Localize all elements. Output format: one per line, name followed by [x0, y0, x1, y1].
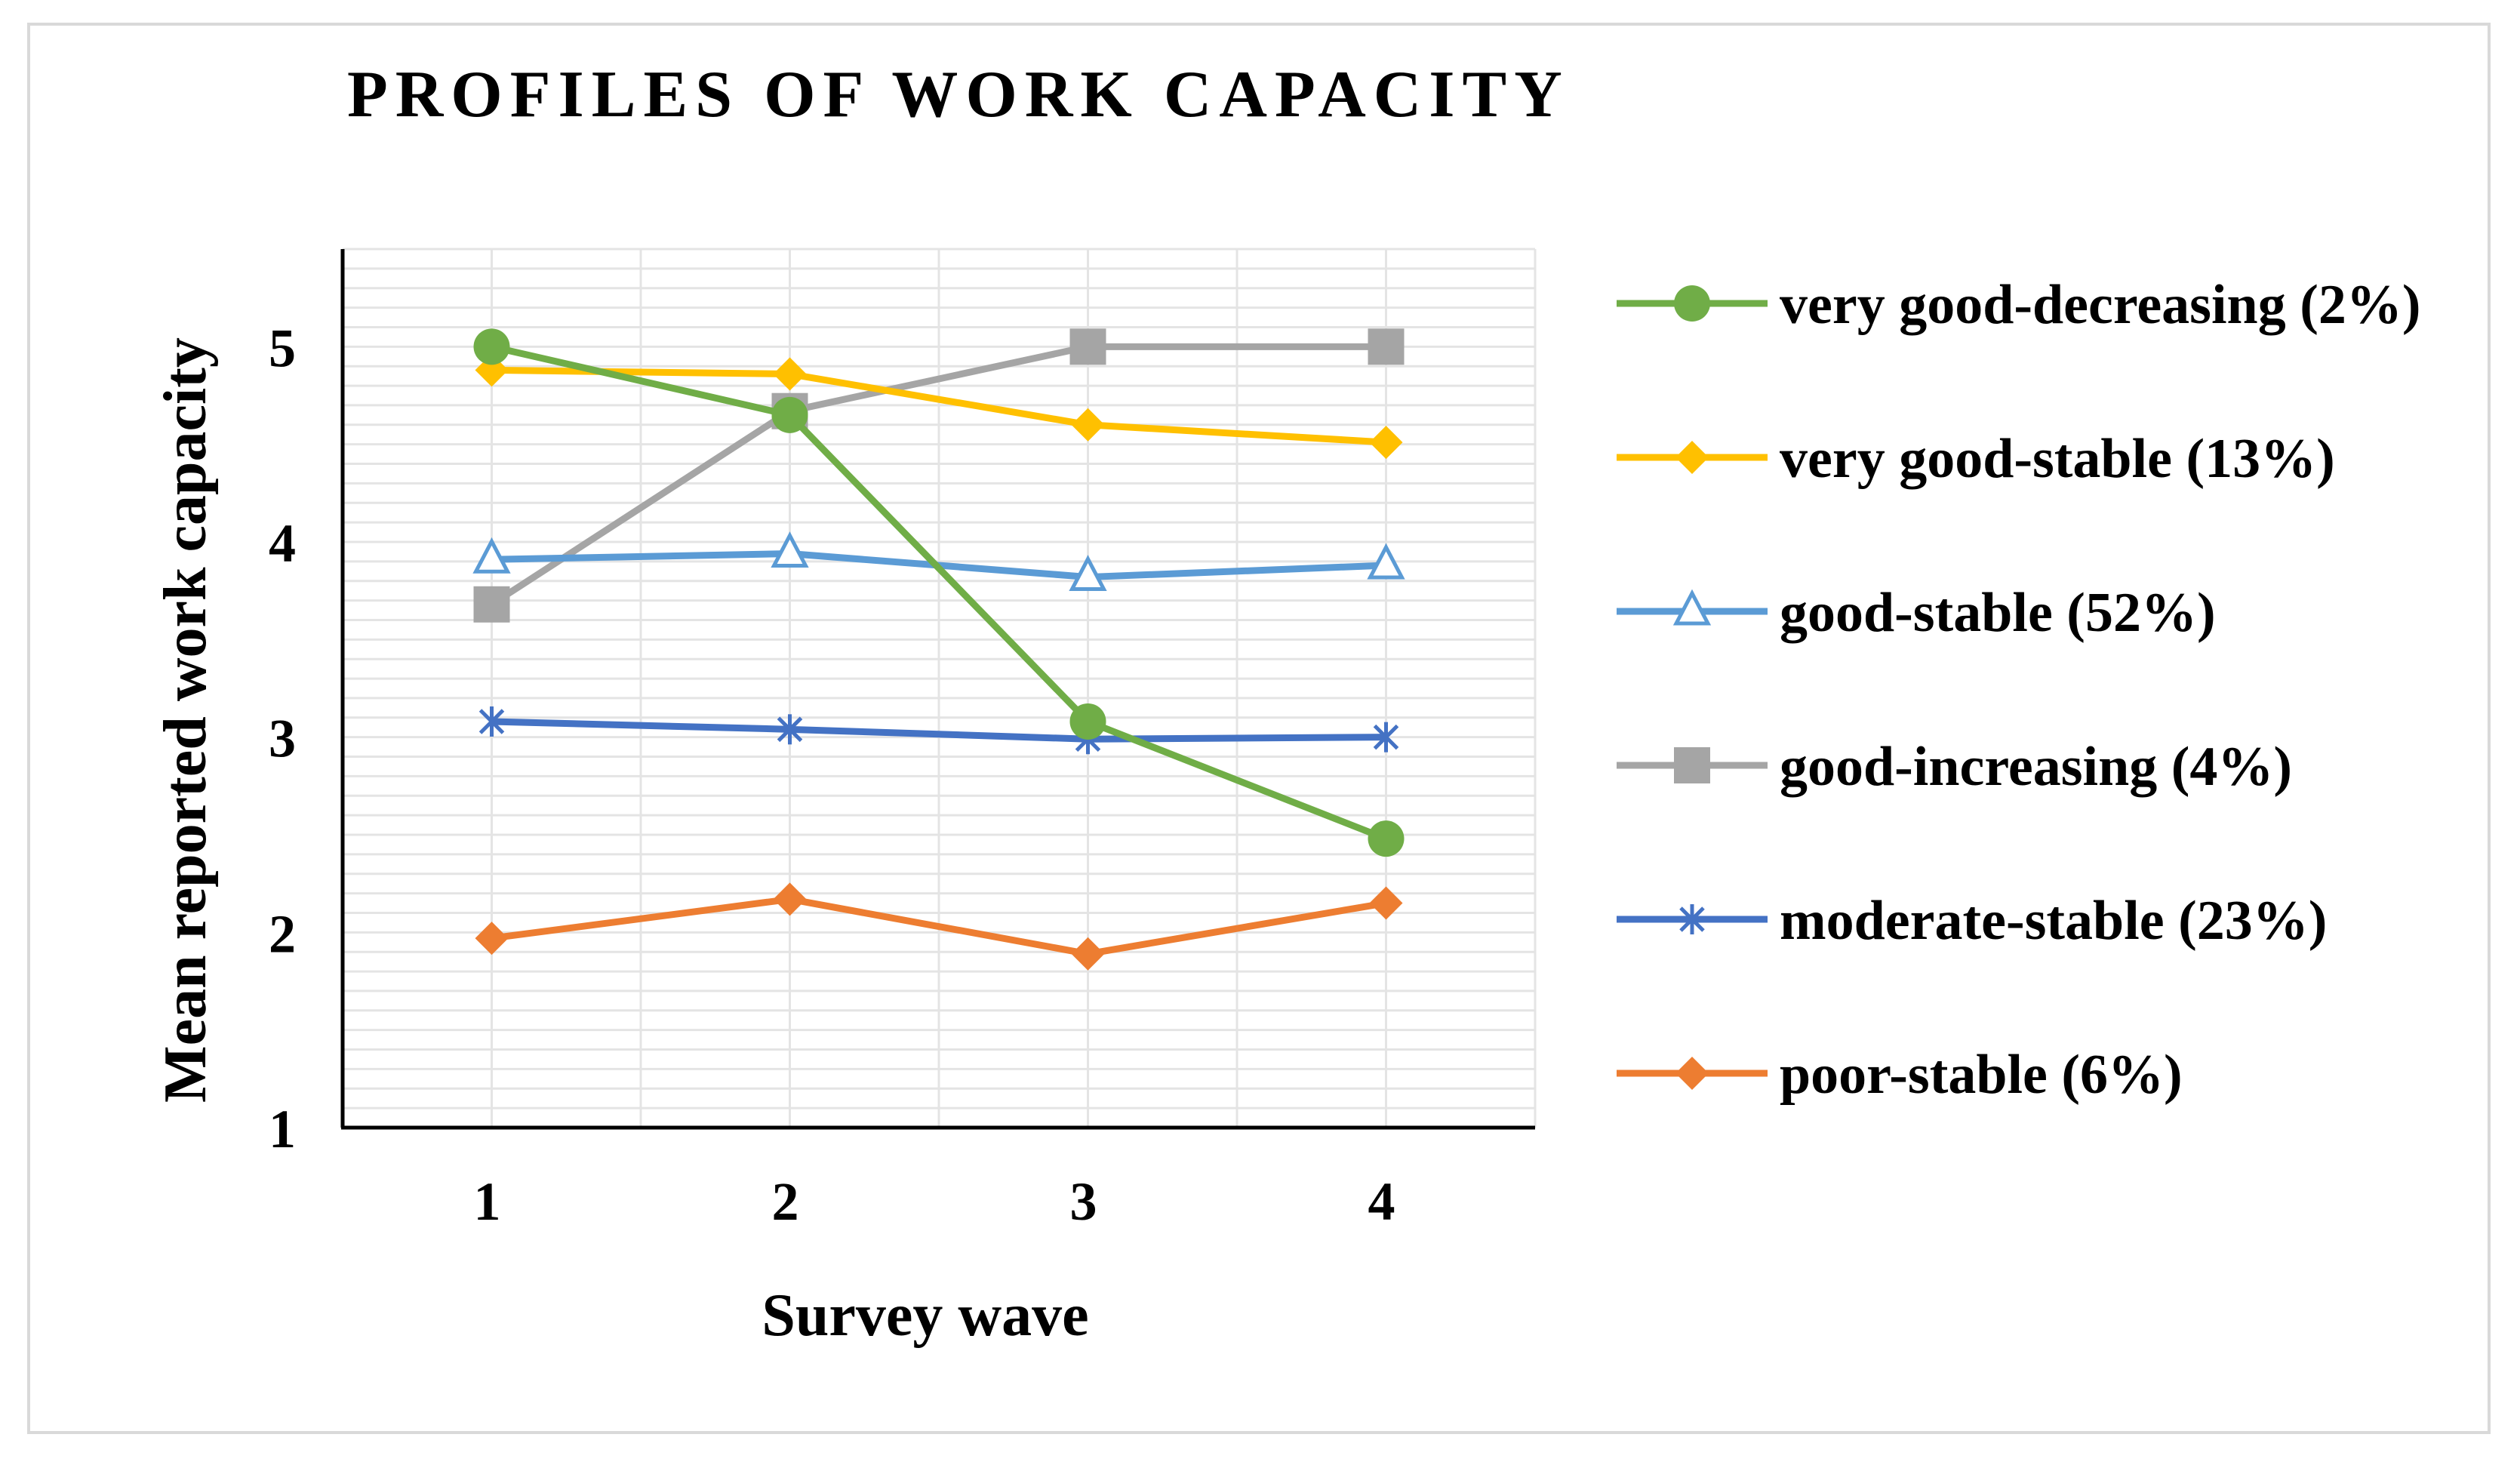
data-point: [773, 357, 807, 391]
axes: 1 2 3 4 5 1 2 3 4: [269, 249, 1535, 1232]
data-point: [1368, 328, 1405, 365]
data-point: [1071, 408, 1105, 442]
legend-item: very good-stable (13%): [1617, 428, 2335, 490]
legend-marker: [1672, 589, 1712, 626]
data-point: [1369, 426, 1403, 460]
x-tick-label: 3: [1070, 1171, 1097, 1232]
x-tick-label: 2: [772, 1171, 799, 1232]
data-point: [1069, 555, 1107, 592]
legend-label: poor-stable (6%): [1780, 1044, 2183, 1106]
data-point: [1373, 722, 1399, 753]
data-point: [475, 922, 509, 956]
data-point: [771, 531, 809, 568]
y-tick-label: 1: [269, 1099, 296, 1159]
data-point: [777, 714, 803, 745]
legend-marker: [1674, 747, 1710, 783]
series-line: [490, 343, 1386, 608]
series-line: [491, 895, 1387, 958]
legend-item: very good-decreasing (2%): [1617, 274, 2420, 336]
series-line: [491, 366, 1386, 446]
legend: very good-decreasing (2%) very good-stabl…: [1617, 274, 2420, 1106]
chart-title: PROFILES OF WORK CAPACITY: [347, 58, 1570, 131]
y-tick-label: 3: [269, 709, 296, 769]
y-tick-label: 4: [269, 513, 296, 574]
data-point: [773, 882, 807, 916]
data-point: [1368, 820, 1405, 857]
y-tick-label: 2: [269, 903, 296, 964]
data-point: [478, 706, 505, 737]
data-point: [771, 396, 808, 433]
line-chart: PROFILES OF WORK CAPACITY 1 2 3 4 5 1 2 3 4 very…: [152, 58, 2420, 1349]
legend-label: good-increasing (4%): [1780, 736, 2292, 798]
legend-marker: [1674, 285, 1710, 322]
y-tick-label: 5: [269, 318, 296, 378]
legend-label: very good-decreasing (2%): [1780, 274, 2420, 336]
data-point: [1369, 886, 1403, 920]
legend-item: good-stable (52%): [1617, 582, 2216, 644]
x-tick-label: 4: [1368, 1171, 1395, 1232]
legend-item: moderate-stable (23%): [1617, 890, 2327, 952]
series-line: [491, 718, 1386, 743]
chart-frame: PROFILES OF WORK CAPACITY 1 2 3 4 5 1 2 3 4 very…: [27, 23, 2491, 1434]
legend-marker: [1675, 441, 1709, 474]
data-point: [1367, 543, 1405, 580]
legend-marker: [1675, 1057, 1709, 1090]
x-axis-label: Survey wave: [762, 1282, 1088, 1349]
series-line: [491, 343, 1388, 842]
y-axis-label: Mean reported work capacity: [152, 337, 219, 1103]
series-6: [475, 882, 1403, 971]
data-point: [472, 537, 511, 574]
legend-label: good-stable (52%): [1780, 582, 2216, 644]
legend-item: poor-stable (6%): [1617, 1044, 2183, 1106]
series-1: [473, 328, 1405, 857]
legend-label: very good-stable (13%): [1780, 428, 2335, 490]
data-point: [473, 586, 510, 623]
x-tick-label: 1: [474, 1171, 501, 1232]
data-point: [1071, 937, 1105, 971]
data-point: [1069, 328, 1106, 365]
data-point: [473, 328, 510, 365]
series-layer: [472, 328, 1405, 971]
legend-label: moderate-stable (23%): [1780, 890, 2327, 952]
legend-marker: [1679, 904, 1705, 934]
gridlines: [343, 248, 1537, 1128]
data-point: [1069, 703, 1106, 740]
legend-item: good-increasing (4%): [1617, 736, 2292, 798]
